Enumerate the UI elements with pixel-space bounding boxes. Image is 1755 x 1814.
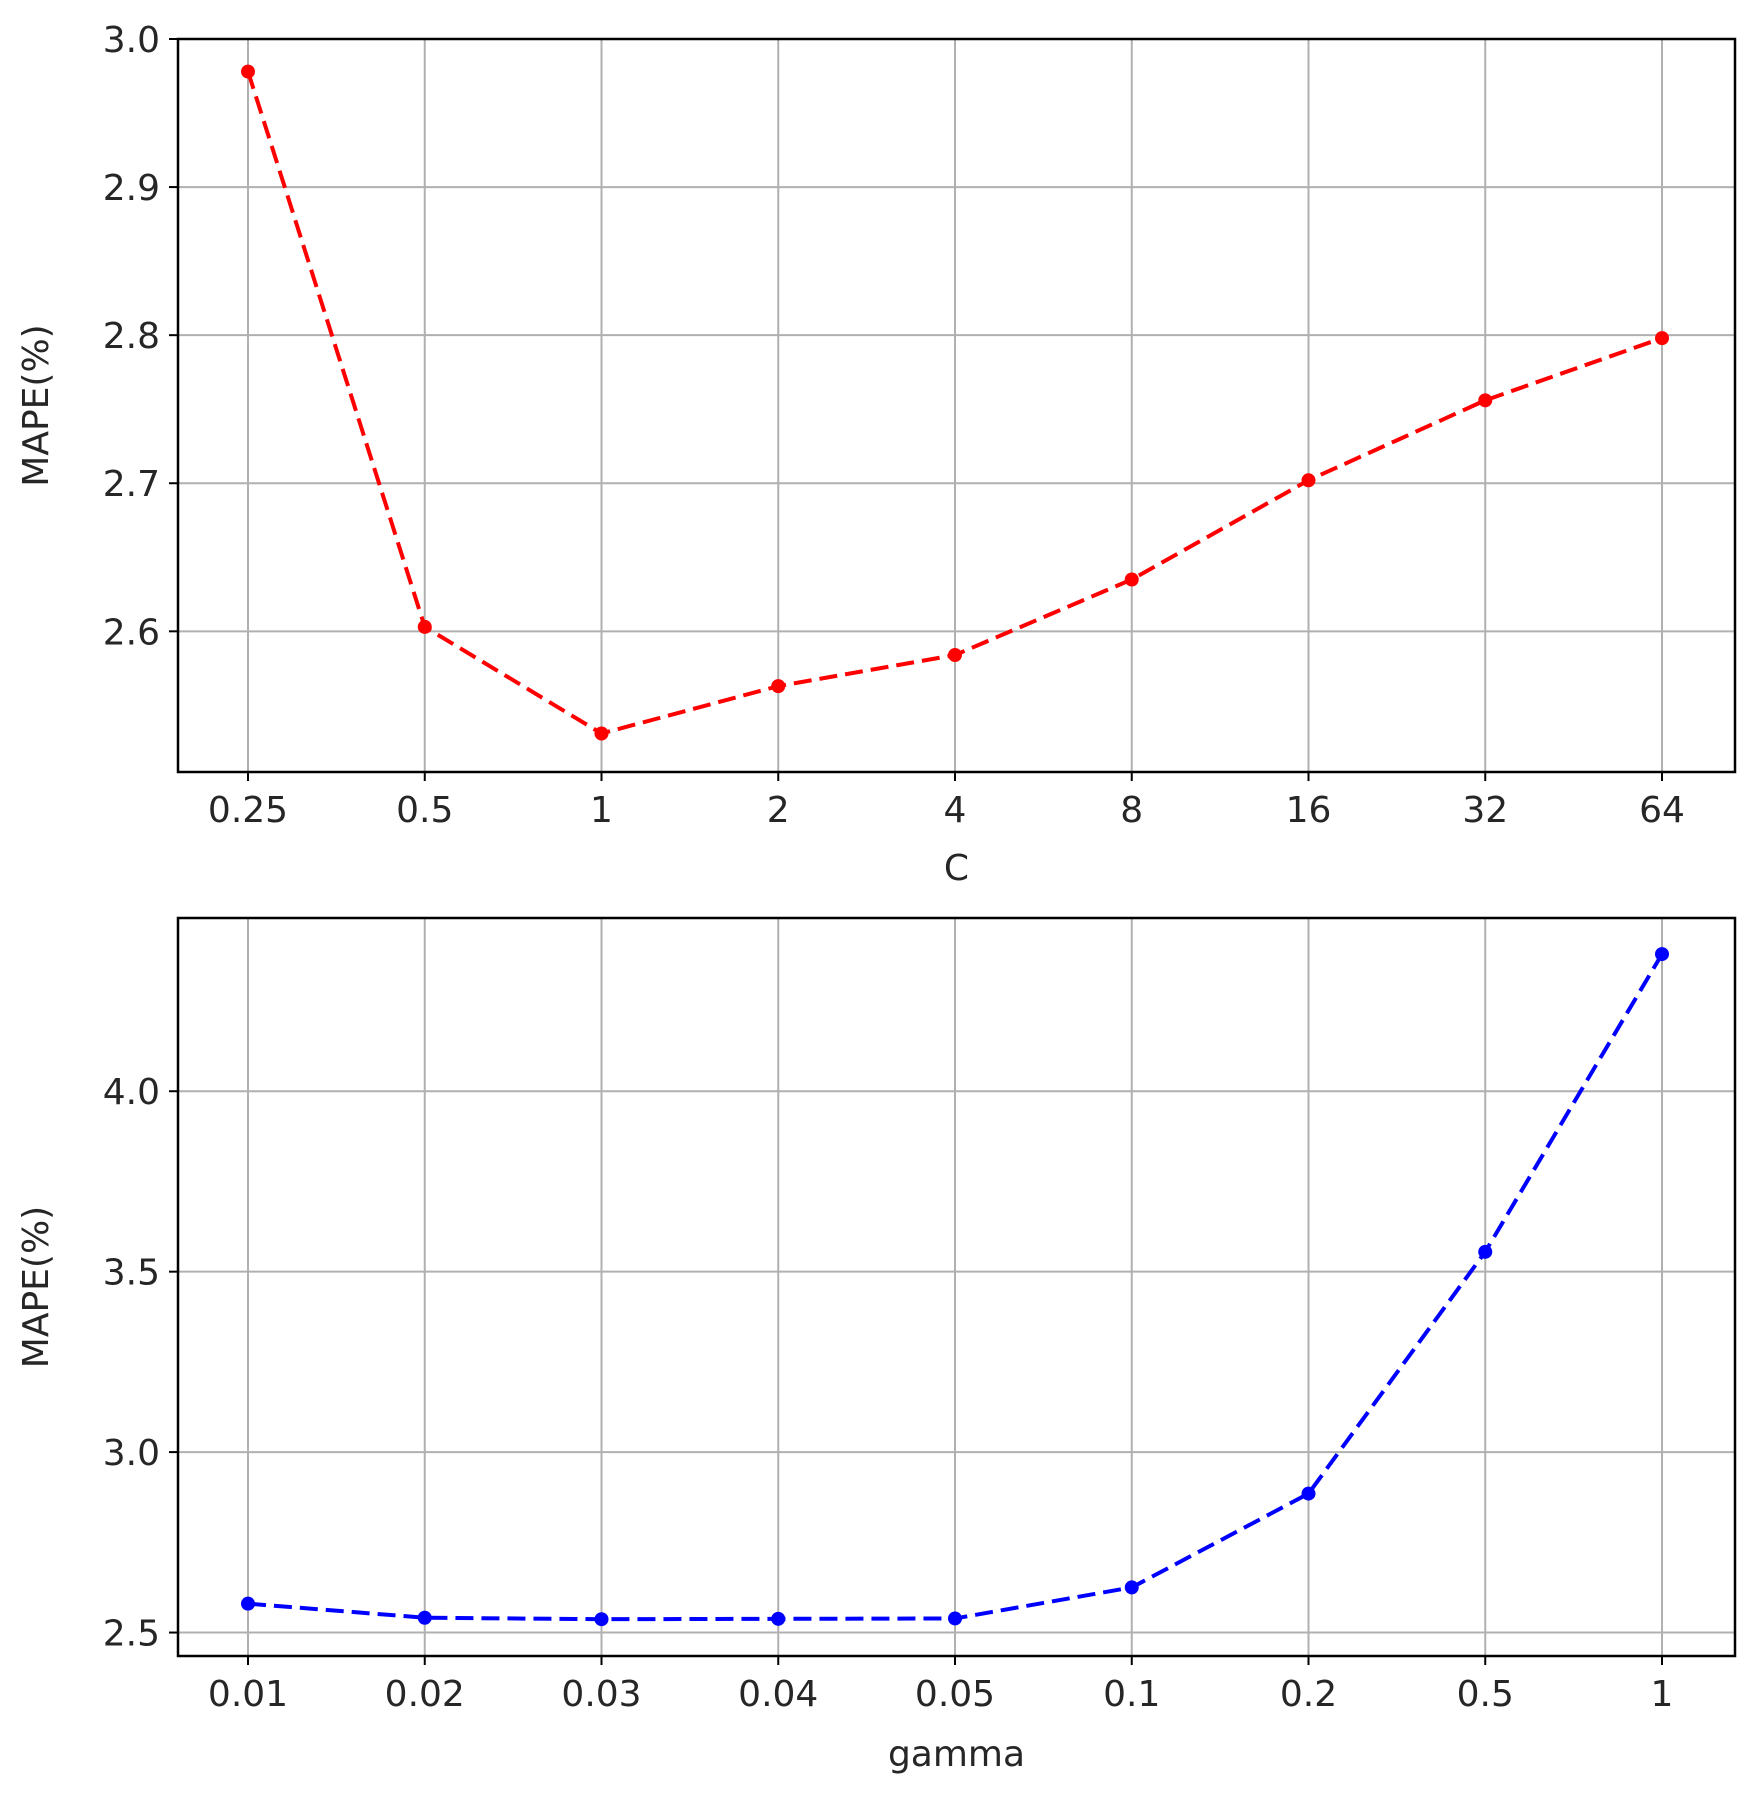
c-data-point	[1124, 572, 1139, 587]
x-tick-label: 2	[767, 790, 790, 831]
gamma-data-point	[1655, 947, 1669, 962]
x-tick-label: 0.03	[561, 1674, 641, 1715]
c-x-axis-label: C	[944, 848, 969, 889]
x-tick-label: 0.01	[208, 1674, 288, 1715]
y-tick-label: 4.0	[103, 1072, 160, 1113]
y-tick-label: 3.5	[103, 1253, 160, 1294]
gamma-data-point	[1478, 1244, 1493, 1259]
y-tick-label: 2.8	[103, 316, 160, 357]
c-y-axis-label: MAPE(%)	[16, 324, 57, 486]
gamma-data-point	[1301, 1486, 1316, 1501]
gamma-data-point	[771, 1611, 786, 1626]
y-tick-label: 3.0	[103, 1433, 160, 1474]
x-tick-label: 0.04	[738, 1674, 818, 1715]
gamma-y-axis-label: MAPE(%)	[16, 1206, 57, 1368]
x-tick-label: 0.1	[1103, 1674, 1160, 1715]
gamma-chart: 0.01 0.02 0.03 0.04 0.05 0.1 0.2 0.5 1 2.5 3.0 3.5 4…	[16, 916, 1737, 1775]
x-tick-label: 8	[1120, 790, 1143, 831]
gamma-data-point	[241, 1596, 255, 1611]
c-data-point	[417, 619, 432, 634]
c-data-point	[771, 679, 786, 694]
x-tick-label: 32	[1462, 790, 1508, 831]
gamma-data-point	[1124, 1580, 1139, 1595]
x-tick-label: 16	[1286, 790, 1332, 831]
plot-frame	[176, 37, 1737, 774]
x-tick-label: 64	[1639, 790, 1685, 831]
x-tick-label: 1	[1651, 1674, 1674, 1715]
x-tick-label: 0.05	[915, 1674, 995, 1715]
x-tick-label: 4	[944, 790, 967, 831]
c-data-point	[1301, 473, 1316, 488]
x-tick-label: 0.25	[208, 790, 288, 831]
c-data-point	[1478, 393, 1493, 408]
c-data-point	[594, 726, 609, 741]
gamma-data-point	[417, 1610, 432, 1625]
c-chart: 0.25 0.5 1 2 4 8 16 32 64 2.6 2.7 2.8 2.9 3.0 C MAPE(%)	[16, 20, 1737, 889]
c-data-point	[1655, 331, 1669, 346]
y-tick-label: 2.9	[103, 168, 160, 209]
y-tick-label: 2.7	[103, 464, 160, 505]
y-tick-label: 2.5	[103, 1614, 160, 1655]
y-tick-label: 2.6	[103, 612, 160, 653]
y-tick-label: 3.0	[103, 20, 160, 61]
x-tick-label: 0.2	[1280, 1674, 1337, 1715]
gamma-x-axis-label: gamma	[888, 1734, 1025, 1775]
c-data-point	[241, 64, 255, 79]
x-tick-label: 1	[590, 790, 613, 831]
x-tick-label: 0.5	[396, 790, 453, 831]
x-tick-label: 0.5	[1457, 1674, 1514, 1715]
gamma-data-point	[948, 1611, 962, 1626]
plot-frame	[176, 916, 1737, 1658]
x-tick-label: 0.02	[385, 1674, 465, 1715]
c-data-point	[948, 648, 962, 663]
gamma-data-point	[594, 1612, 609, 1627]
